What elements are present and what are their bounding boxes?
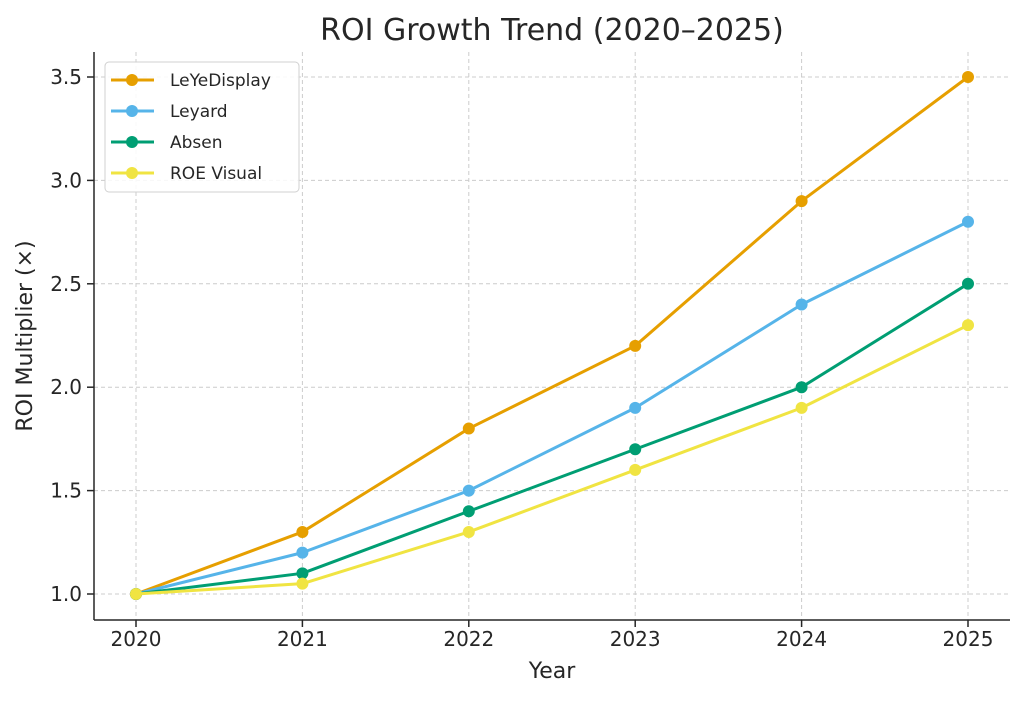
- data-point: [629, 401, 642, 414]
- data-point: [795, 195, 808, 208]
- legend-label: LeYeDisplay: [170, 71, 271, 91]
- data-point: [962, 71, 974, 83]
- x-tick-label: 2021: [277, 627, 328, 651]
- x-tick-label: 2023: [610, 627, 661, 651]
- y-tick-label: 1.5: [50, 479, 82, 503]
- data-point: [130, 588, 142, 600]
- legend-box: [104, 61, 300, 193]
- data-point: [462, 484, 475, 497]
- data-point: [296, 577, 309, 590]
- legend-marker: [126, 167, 138, 179]
- y-tick-label: 2.0: [50, 375, 82, 399]
- legend-label: Leyard: [170, 102, 228, 122]
- legend-item: ROE Visual: [111, 164, 262, 184]
- y-axis-label: ROI Multiplier (×): [13, 240, 38, 431]
- series-line: [135, 323, 969, 596]
- x-tick-label: 2020: [111, 627, 162, 651]
- data-point: [962, 277, 974, 290]
- y-tick-label: 3.0: [50, 168, 82, 192]
- axes: [93, 52, 1010, 621]
- x-tick-label: 2025: [943, 627, 994, 651]
- legend-marker: [126, 74, 138, 86]
- series-absen: [130, 277, 974, 600]
- data-point: [296, 567, 309, 580]
- data-point: [795, 401, 808, 414]
- legend-item: LeYeDisplay: [111, 71, 271, 91]
- legend-marker: [126, 105, 138, 117]
- data-point: [629, 339, 642, 352]
- legend-item: Absen: [111, 133, 223, 153]
- data-point: [962, 215, 974, 228]
- data-point: [462, 525, 475, 538]
- data-point: [296, 525, 309, 538]
- data-point: [296, 546, 309, 559]
- series-line: [135, 220, 969, 596]
- legend-item: Leyard: [111, 102, 228, 122]
- data-point: [629, 443, 642, 456]
- series-roe-visual: [130, 319, 974, 600]
- legend-label: ROE Visual: [170, 164, 262, 184]
- legend-label: Absen: [170, 133, 223, 153]
- series-group: [130, 71, 974, 600]
- data-point: [962, 319, 974, 332]
- data-point: [629, 463, 642, 476]
- legend-marker: [126, 136, 138, 148]
- legend: LeYeDisplay Leyard Absen ROE Visual: [104, 61, 300, 193]
- x-tick-label: 2024: [776, 627, 827, 651]
- x-axis-label: Year: [528, 659, 577, 684]
- x-ticks: 2020 2021 2022 2023 2024 2025: [111, 620, 994, 651]
- y-tick-label: 2.5: [50, 272, 82, 296]
- y-tick-label: 3.5: [50, 65, 82, 89]
- series-leyard: [130, 215, 974, 600]
- chart-title: ROI Growth Trend (2020–2025): [320, 13, 784, 48]
- y-tick-label: 1.0: [50, 582, 82, 606]
- data-point: [795, 381, 808, 394]
- x-tick-label: 2022: [443, 627, 494, 651]
- data-point: [462, 422, 475, 435]
- data-point: [795, 298, 808, 311]
- data-point: [462, 505, 475, 518]
- series-line: [135, 75, 969, 596]
- y-ticks: 1.0 1.5 2.0 2.5 3.0 3.5: [50, 65, 94, 606]
- series-line: [135, 282, 969, 596]
